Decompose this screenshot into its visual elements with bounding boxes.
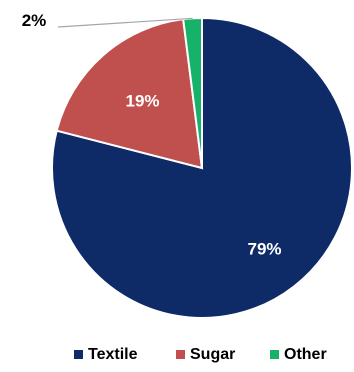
- data-label-textile: 79%: [247, 240, 281, 259]
- legend-marker-other: [270, 350, 279, 359]
- data-label-other: 2%: [22, 11, 47, 30]
- leader-line-other: [57, 17, 193, 28]
- pie-slices: [51, 16, 353, 319]
- legend-label-textile: Textile: [88, 346, 138, 363]
- legend-label-other: Other: [284, 346, 327, 363]
- legend-marker-textile: [74, 350, 83, 359]
- slice-sugar: [55, 18, 204, 170]
- legend-label-sugar: Sugar: [190, 346, 235, 363]
- data-label-sugar: 19%: [125, 92, 159, 111]
- legend-marker-sugar: [176, 350, 185, 359]
- legend: Textile Sugar Other: [74, 346, 327, 363]
